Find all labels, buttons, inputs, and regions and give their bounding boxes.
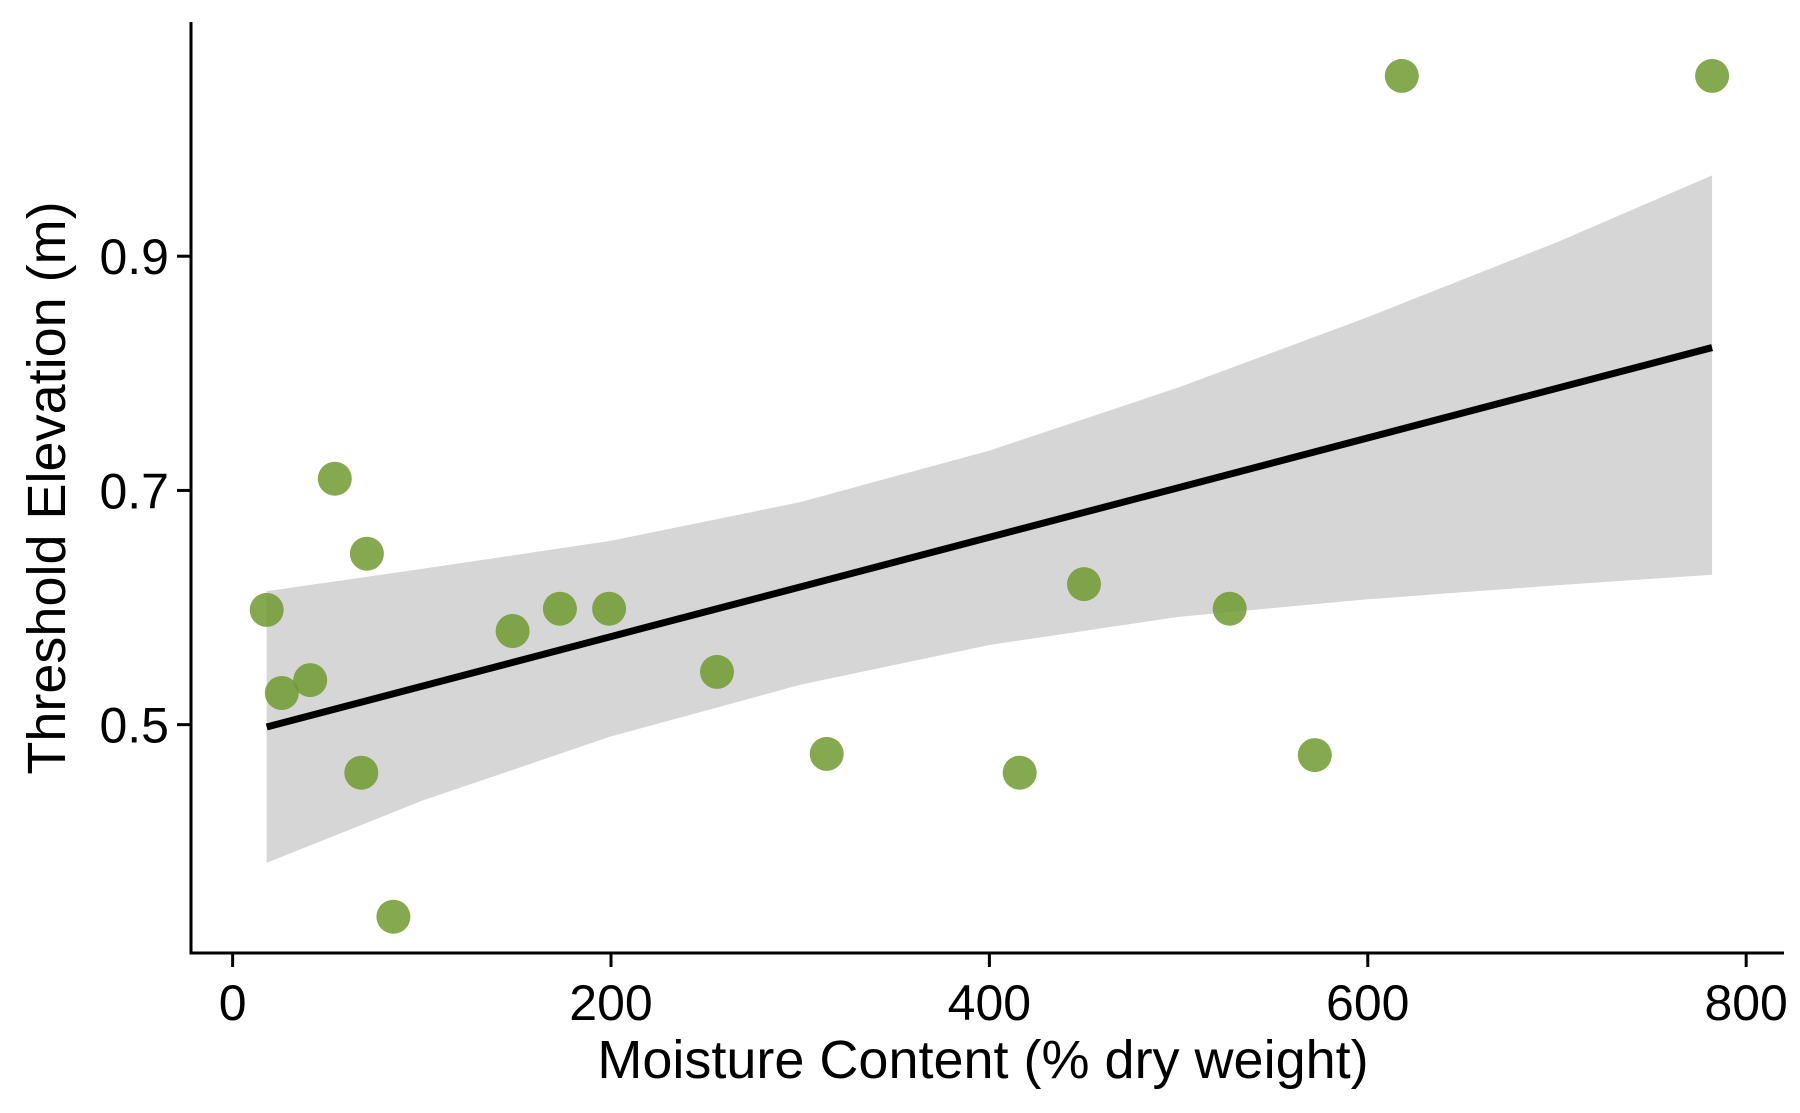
x-axis-title: Moisture Content (% dry weight)	[597, 1030, 1368, 1090]
data-point-11	[700, 654, 734, 689]
fit-line-layer	[265, 344, 1713, 731]
data-point-3	[293, 663, 328, 698]
confidence-band	[266, 175, 1713, 863]
data-point-2	[264, 676, 299, 710]
data-point-7	[376, 899, 411, 934]
data-point-8	[495, 614, 530, 648]
y-tick-label-2: 0.9	[99, 229, 169, 285]
data-point-12	[809, 736, 844, 771]
x-tick-label-3: 600	[1326, 975, 1409, 1031]
data-point-18	[1695, 58, 1730, 93]
data-point-9	[542, 591, 577, 626]
x-tick-label-2: 400	[948, 975, 1031, 1031]
tick-labels-layer: 0 200 400 600 800 0.5 0.7 0.9	[99, 229, 1787, 1031]
data-point-10	[592, 591, 627, 626]
data-point-14	[1067, 567, 1101, 602]
data-point-5	[344, 755, 379, 790]
regression-line	[265, 344, 1713, 731]
x-tick-label-1: 200	[569, 975, 652, 1031]
confidence-band-layer	[266, 175, 1713, 863]
data-points-layer	[249, 58, 1730, 934]
y-axis-title: Threshold Elevation (m)	[17, 201, 77, 774]
data-point-4	[317, 461, 352, 496]
data-point-13	[1002, 755, 1037, 790]
axes-layer	[177, 22, 1784, 967]
data-point-6	[349, 536, 384, 571]
x-tick-label-4: 800	[1704, 975, 1787, 1031]
y-tick-label-1: 0.7	[99, 463, 169, 519]
data-point-16	[1297, 738, 1332, 773]
data-point-1	[249, 592, 284, 627]
x-tick-label-0: 0	[219, 975, 247, 1031]
data-point-15	[1212, 591, 1247, 626]
data-point-17	[1384, 58, 1419, 93]
y-tick-label-0: 0.5	[99, 698, 169, 754]
